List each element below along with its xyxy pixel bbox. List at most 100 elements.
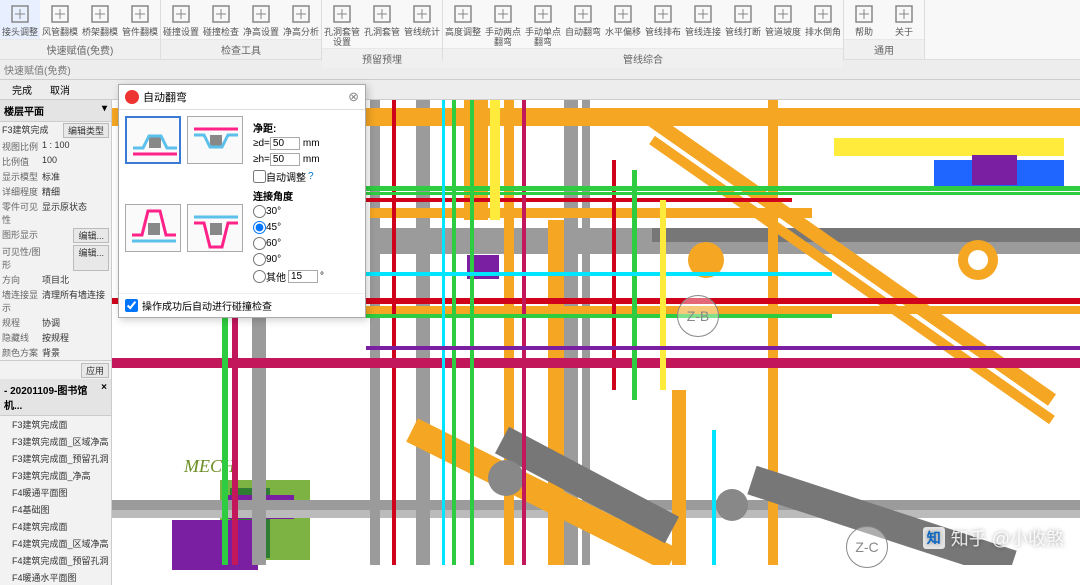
- browser-item[interactable]: F4基础图: [0, 501, 111, 518]
- dist-section-label: 净距:: [253, 120, 359, 135]
- dialog-footer: 操作成功后自动进行碰撞检查: [119, 293, 365, 317]
- item-d5[interactable]: 水平偏移: [603, 0, 643, 48]
- prop-label: 方向: [2, 273, 42, 286]
- item-b2[interactable]: 碰撞检查: [201, 0, 241, 39]
- done-button[interactable]: 完成: [4, 80, 40, 99]
- prop-row: 零件可见性显示原状态: [0, 199, 111, 227]
- apply-button[interactable]: 应用: [81, 363, 109, 378]
- item-e2-icon: [892, 2, 916, 26]
- angle-section-label: 连接角度: [253, 188, 359, 203]
- item-d7[interactable]: 管线连接: [683, 0, 723, 48]
- dialog-close-icon[interactable]: ⊗: [348, 89, 359, 105]
- prop-value[interactable]: 项目北: [42, 273, 109, 286]
- browser-header[interactable]: - 20201109-图书馆机... ×: [0, 379, 111, 416]
- item-d10-label: 排水倒角: [805, 28, 841, 38]
- item-d3[interactable]: 手动单点翻弯: [523, 0, 563, 48]
- prop-row: 颜色方案背景: [0, 345, 111, 360]
- item-a1[interactable]: 接头调整: [0, 0, 40, 39]
- angle-radio-60°[interactable]: [253, 237, 266, 250]
- browser-item[interactable]: F4建筑完成面_预留孔洞: [0, 552, 111, 569]
- edit-type-button[interactable]: 编辑类型: [63, 123, 109, 138]
- item-e1[interactable]: 帮助: [844, 0, 884, 39]
- prop-label: 墙连接显示: [2, 288, 42, 314]
- item-a2[interactable]: 风管翻模: [40, 0, 80, 39]
- prop-value[interactable]: 清理所有墙连接: [42, 288, 109, 314]
- item-d4[interactable]: 自动翻弯: [563, 0, 603, 48]
- angle-other-radio[interactable]: [253, 270, 266, 283]
- angle-radio-45°[interactable]: [253, 221, 266, 234]
- cancel-button[interactable]: 取消: [42, 80, 78, 99]
- item-c1[interactable]: 孔洞套管设置: [322, 0, 362, 48]
- prop-value[interactable]: 标准: [42, 170, 109, 183]
- auto-adjust-check[interactable]: [253, 170, 266, 183]
- item-c1-icon: [330, 2, 354, 26]
- ribbon-group-label: 预留预埋: [322, 48, 442, 68]
- item-b1[interactable]: 碰撞设置: [161, 0, 201, 39]
- prop-row: 规程协调: [0, 315, 111, 330]
- browser-item[interactable]: F4建筑完成面_区域净高: [0, 535, 111, 552]
- prop-value[interactable]: 100: [42, 155, 109, 168]
- item-d2-icon: [491, 2, 515, 26]
- browser-item[interactable]: F4暖通水平面图: [0, 569, 111, 585]
- browser-item[interactable]: F3建筑完成面_净高: [0, 467, 111, 484]
- browser-item[interactable]: F3建筑完成面_预留孔洞: [0, 450, 111, 467]
- item-c3[interactable]: 管线统计: [402, 0, 442, 48]
- close-icon[interactable]: ×: [101, 382, 107, 412]
- prop-value[interactable]: 显示原状态: [42, 200, 109, 226]
- dist-d-input[interactable]: [270, 137, 300, 150]
- item-a3[interactable]: 桥架翻模: [80, 0, 120, 39]
- item-d9[interactable]: 管道坡度: [763, 0, 803, 48]
- item-a4[interactable]: 管件翻模: [120, 0, 160, 39]
- prop-value[interactable]: 背景: [42, 346, 109, 359]
- item-b3[interactable]: 净高设置: [241, 0, 281, 39]
- prop-row: 隐藏线按规程: [0, 330, 111, 345]
- prop-value[interactable]: 按规程: [42, 331, 109, 344]
- ribbon: 接头调整风管翻模桥架翻模管件翻模快速赋值(免费)碰撞设置碰撞检查净高设置净高分析…: [0, 0, 1080, 60]
- item-b4[interactable]: 净高分析: [281, 0, 321, 39]
- dist-h-input[interactable]: [270, 153, 300, 166]
- pipe: [112, 364, 1080, 368]
- angle-radio-90°[interactable]: [253, 253, 266, 266]
- preset-1[interactable]: [125, 116, 181, 164]
- prop-label: 图形显示: [2, 228, 42, 243]
- item-c2[interactable]: 孔洞套管: [362, 0, 402, 48]
- browser-item[interactable]: F3建筑完成面_区域净高: [0, 433, 111, 450]
- angle-radio-30°[interactable]: [253, 205, 266, 218]
- prop-label: 视图比例: [2, 140, 42, 153]
- item-e2[interactable]: 关于: [884, 0, 924, 39]
- prop-edit-button[interactable]: 编辑...: [73, 245, 109, 271]
- prop-row: 比例值100: [0, 154, 111, 169]
- prop-label: 零件可见性: [2, 200, 42, 226]
- item-a1-icon: [8, 2, 32, 26]
- dialog-titlebar[interactable]: 自动翻弯 ⊗: [119, 85, 365, 110]
- browser-item[interactable]: F3建筑完成面: [0, 416, 111, 433]
- dropdown-icon[interactable]: ▾: [102, 103, 107, 118]
- help-icon[interactable]: ?: [308, 171, 314, 182]
- browser-item[interactable]: F4建筑完成面: [0, 518, 111, 535]
- prop-value[interactable]: 1 : 100: [42, 140, 109, 153]
- item-d6[interactable]: 管线排布: [643, 0, 683, 48]
- post-check[interactable]: [125, 299, 138, 312]
- prop-value[interactable]: 精细: [42, 185, 109, 198]
- item-a2-icon: [48, 2, 72, 26]
- preset-3[interactable]: [125, 204, 181, 252]
- angle-other-input[interactable]: [288, 270, 318, 283]
- item-d2[interactable]: 手动两点翻弯: [483, 0, 523, 48]
- prop-edit-button[interactable]: 编辑...: [73, 228, 109, 243]
- item-d8[interactable]: 管线打断: [723, 0, 763, 48]
- ribbon-group-label: 快速赋值(免费): [0, 39, 160, 59]
- pipe: [660, 200, 666, 390]
- item-d1[interactable]: 高度调整: [443, 0, 483, 48]
- prop-label: 颜色方案: [2, 346, 42, 359]
- preset-4[interactable]: [187, 204, 243, 252]
- pipe: [366, 272, 832, 276]
- item-d5-label: 水平偏移: [605, 28, 641, 38]
- prop-value[interactable]: 协调: [42, 316, 109, 329]
- pipe: [442, 100, 445, 565]
- pipe: [452, 100, 456, 565]
- pipe: [564, 100, 578, 565]
- item-d10[interactable]: 排水倒角: [803, 0, 843, 48]
- preset-2[interactable]: [187, 116, 243, 164]
- item-d4-icon: [571, 2, 595, 26]
- browser-item[interactable]: F4暖通平面图: [0, 484, 111, 501]
